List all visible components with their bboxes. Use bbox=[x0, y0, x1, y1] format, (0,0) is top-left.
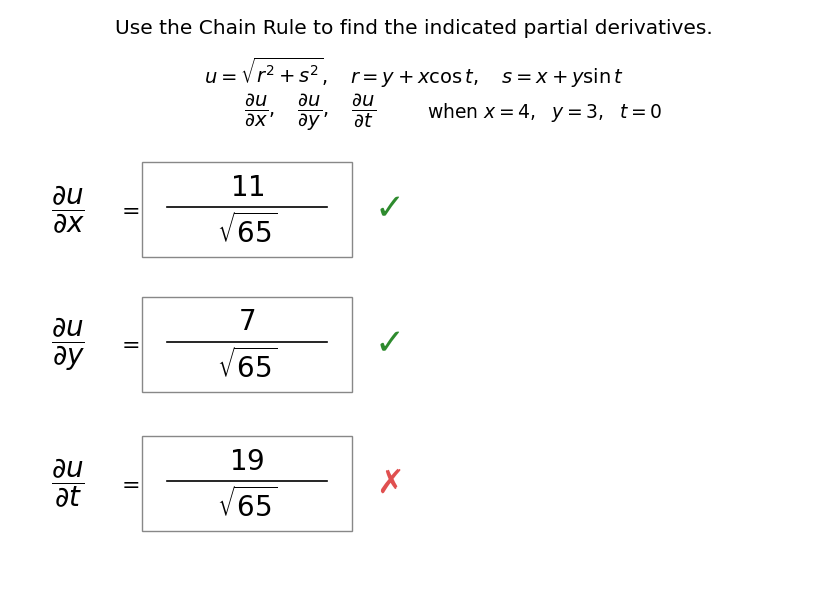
FancyBboxPatch shape bbox=[141, 436, 351, 531]
Text: $\dfrac{\partial u}{\partial t}$: $\dfrac{\partial u}{\partial t}$ bbox=[51, 457, 85, 510]
Text: $\dfrac{\partial u}{\partial y}$: $\dfrac{\partial u}{\partial y}$ bbox=[51, 316, 85, 373]
Text: $\sqrt{65}$: $\sqrt{65}$ bbox=[217, 349, 277, 384]
Text: ✓: ✓ bbox=[375, 327, 404, 362]
Text: $\sqrt{65}$: $\sqrt{65}$ bbox=[217, 487, 277, 524]
Text: ✗: ✗ bbox=[375, 467, 404, 500]
Text: Use the Chain Rule to find the indicated partial derivatives.: Use the Chain Rule to find the indicated… bbox=[115, 19, 712, 38]
Text: $u = \sqrt{r^2 + s^2}, \quad r = y + x \cos t, \quad s = x + y \sin t$: $u = \sqrt{r^2 + s^2}, \quad r = y + x \… bbox=[203, 56, 624, 90]
FancyBboxPatch shape bbox=[141, 162, 351, 257]
Text: ✓: ✓ bbox=[375, 193, 404, 226]
Text: $=$: $=$ bbox=[117, 335, 139, 355]
Text: $7$: $7$ bbox=[238, 309, 256, 336]
FancyBboxPatch shape bbox=[141, 297, 351, 392]
Text: $\sqrt{65}$: $\sqrt{65}$ bbox=[217, 214, 277, 249]
Text: $=$: $=$ bbox=[117, 199, 139, 219]
Text: $19$: $19$ bbox=[229, 448, 265, 475]
Text: $11$: $11$ bbox=[229, 173, 264, 202]
Text: when $x = 4,\ \ y = 3,\ \ t = 0$: when $x = 4,\ \ y = 3,\ \ t = 0$ bbox=[427, 101, 662, 124]
Text: $=$: $=$ bbox=[117, 474, 139, 493]
Text: $\dfrac{\partial u}{\partial x}$: $\dfrac{\partial u}{\partial x}$ bbox=[51, 184, 85, 236]
Text: $\dfrac{\partial u}{\partial x},\quad \dfrac{\partial u}{\partial y},\quad \dfra: $\dfrac{\partial u}{\partial x},\quad \d… bbox=[244, 92, 375, 133]
